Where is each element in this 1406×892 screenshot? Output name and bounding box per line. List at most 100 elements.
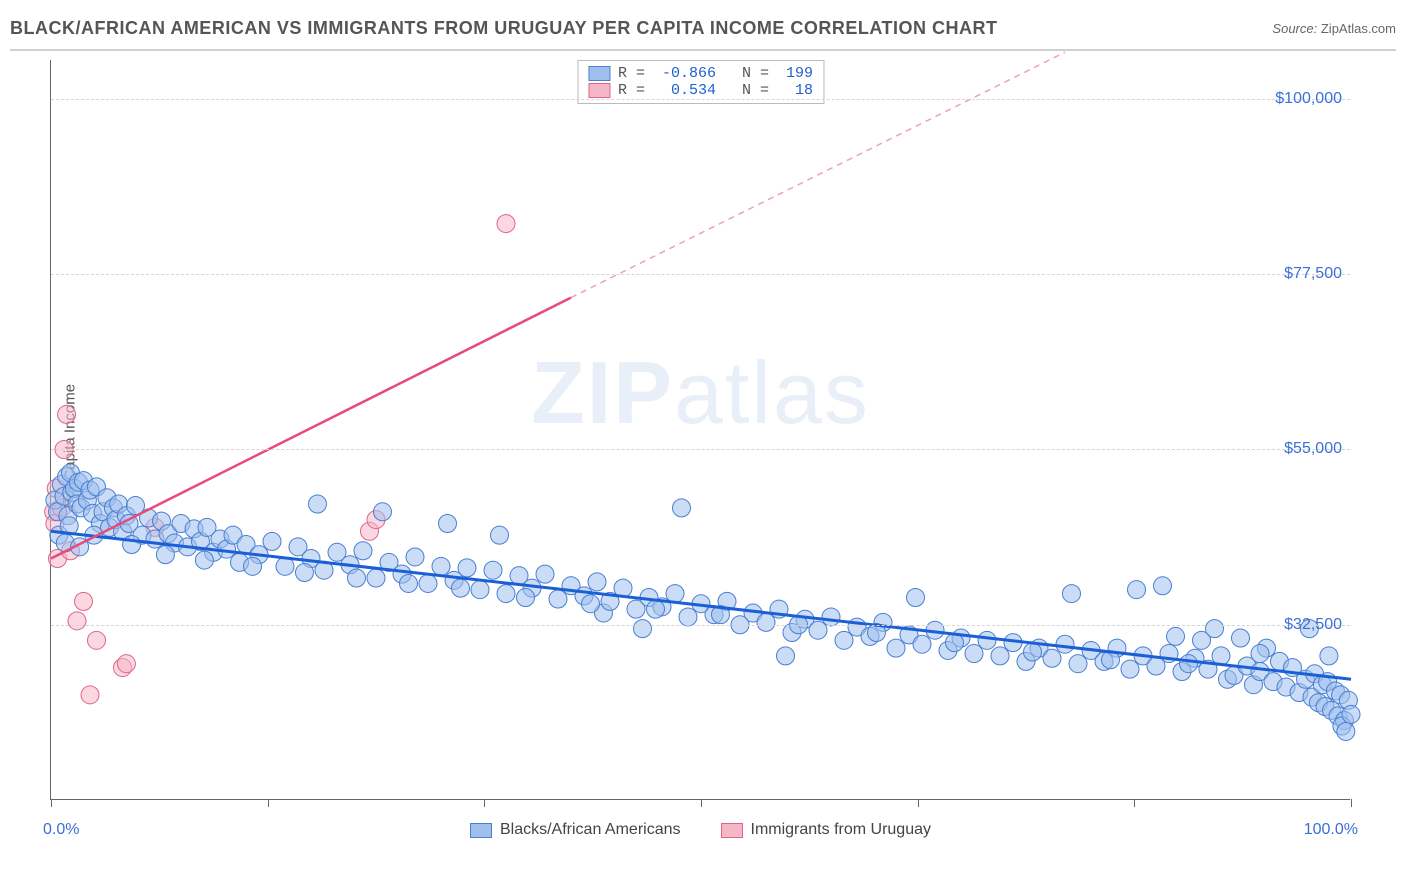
- y-tick-label: $55,000: [1284, 440, 1342, 458]
- legend-item-blacks: Blacks/African Americans: [470, 821, 681, 839]
- data-point: [887, 639, 905, 657]
- data-point: [1121, 660, 1139, 678]
- data-point: [1063, 585, 1081, 603]
- data-point: [1320, 647, 1338, 665]
- data-point: [81, 686, 99, 704]
- data-point: [309, 495, 327, 513]
- data-point: [822, 608, 840, 626]
- data-point: [666, 585, 684, 603]
- legend-row-uruguay: R = 0.534 N = 18: [588, 82, 813, 99]
- data-point: [1232, 629, 1250, 647]
- y-tick-label: $100,000: [1275, 90, 1342, 108]
- legend-item-uruguay: Immigrants from Uruguay: [721, 821, 932, 839]
- data-point: [367, 569, 385, 587]
- swatch-blue-icon: [470, 823, 492, 838]
- data-point: [263, 532, 281, 550]
- data-point: [68, 612, 86, 630]
- x-tick: [268, 799, 269, 807]
- data-point: [965, 645, 983, 663]
- data-point: [634, 620, 652, 638]
- data-point: [244, 557, 262, 575]
- data-point: [1128, 581, 1146, 599]
- x-tick: [51, 799, 52, 807]
- data-point: [835, 631, 853, 649]
- source-attribution: Source: ZipAtlas.com: [1272, 21, 1396, 36]
- data-point: [1212, 647, 1230, 665]
- data-point: [582, 595, 600, 613]
- data-point: [1251, 645, 1269, 663]
- data-point: [88, 631, 106, 649]
- data-point: [432, 557, 450, 575]
- data-point: [419, 574, 437, 592]
- data-point: [195, 551, 213, 569]
- x-tick: [701, 799, 702, 807]
- data-point: [348, 569, 366, 587]
- legend-label-uruguay: Immigrants from Uruguay: [751, 821, 932, 839]
- data-point: [1206, 620, 1224, 638]
- data-point: [123, 536, 141, 554]
- data-point: [517, 588, 535, 606]
- data-point: [777, 647, 795, 665]
- trend-line: [51, 298, 571, 559]
- chart-plot-area: ZIPatlas R = -0.866 N = 199 R = 0.534 N …: [50, 60, 1350, 800]
- grid-line: [51, 274, 1350, 275]
- plot-svg: [51, 60, 1350, 799]
- data-point: [1167, 627, 1185, 645]
- x-tick: [484, 799, 485, 807]
- data-point: [549, 590, 567, 608]
- data-point: [978, 631, 996, 649]
- x-tick: [1134, 799, 1135, 807]
- data-point: [484, 561, 502, 579]
- data-point: [296, 564, 314, 582]
- data-point: [1069, 655, 1087, 673]
- data-point: [458, 559, 476, 577]
- y-tick-label: $32,500: [1284, 616, 1342, 634]
- trend-line: [51, 531, 1351, 679]
- legend-label-blacks: Blacks/African Americans: [500, 821, 681, 839]
- data-point: [679, 608, 697, 626]
- data-point: [913, 635, 931, 653]
- x-label-min: 0.0%: [43, 821, 79, 839]
- data-point: [58, 405, 76, 423]
- data-point: [588, 573, 606, 591]
- grid-line: [51, 99, 1350, 100]
- data-point: [400, 574, 418, 592]
- swatch-pink: [588, 83, 610, 98]
- source-value: ZipAtlas.com: [1321, 21, 1396, 36]
- grid-line: [51, 449, 1350, 450]
- data-point: [439, 514, 457, 532]
- data-point: [1337, 722, 1355, 740]
- data-point: [946, 634, 964, 652]
- data-point: [991, 647, 1009, 665]
- data-point: [907, 588, 925, 606]
- source-label: Source:: [1272, 21, 1317, 36]
- x-label-max: 100.0%: [1304, 821, 1358, 839]
- data-point: [156, 546, 174, 564]
- grid-line: [51, 625, 1350, 626]
- data-point: [1342, 705, 1360, 723]
- data-point: [757, 613, 775, 631]
- chart-title: BLACK/AFRICAN AMERICAN VS IMMIGRANTS FRO…: [10, 18, 998, 39]
- swatch-pink-icon: [721, 823, 743, 838]
- data-point: [647, 600, 665, 618]
- data-point: [471, 581, 489, 599]
- chart-header: BLACK/AFRICAN AMERICAN VS IMMIGRANTS FRO…: [10, 18, 1396, 51]
- swatch-blue: [588, 66, 610, 81]
- data-point: [1154, 577, 1172, 595]
- data-point: [1180, 655, 1198, 673]
- legend-row-blacks: R = -0.866 N = 199: [588, 65, 813, 82]
- data-point: [75, 592, 93, 610]
- data-point: [117, 655, 135, 673]
- data-point: [1056, 635, 1074, 653]
- data-point: [497, 585, 515, 603]
- correlation-legend: R = -0.866 N = 199 R = 0.534 N = 18: [577, 60, 824, 104]
- data-point: [673, 499, 691, 517]
- data-point: [491, 526, 509, 544]
- data-point: [374, 503, 392, 521]
- data-point: [354, 542, 372, 560]
- x-tick: [1351, 799, 1352, 807]
- data-point: [452, 579, 470, 597]
- data-point: [406, 548, 424, 566]
- series-legend: Blacks/African Americans Immigrants from…: [51, 821, 1350, 839]
- x-tick: [918, 799, 919, 807]
